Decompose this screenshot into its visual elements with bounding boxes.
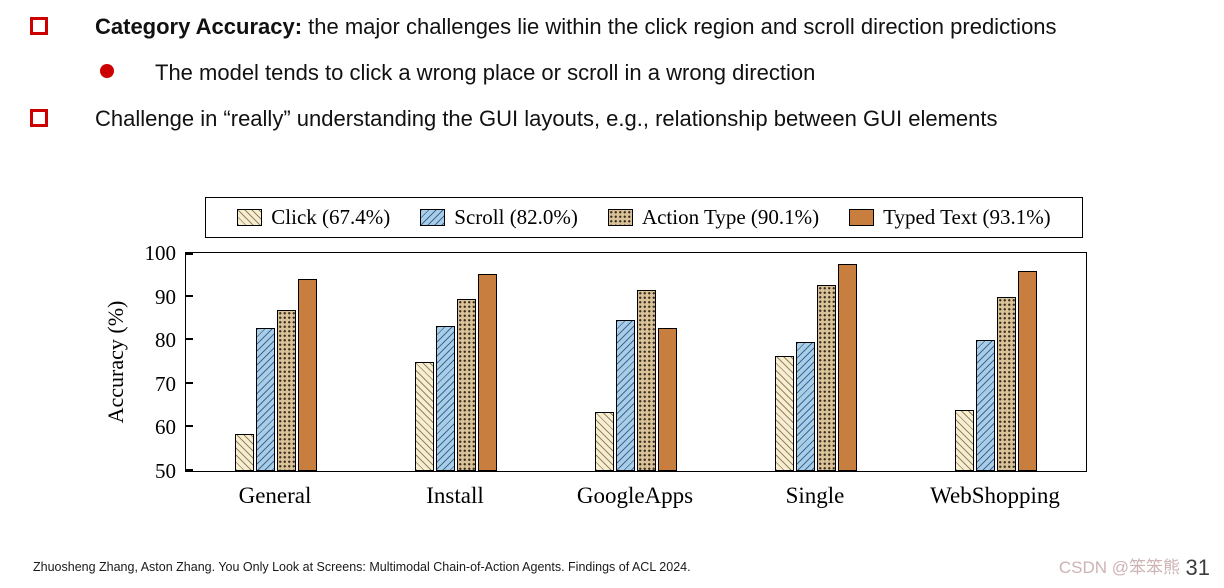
bar-Single-series-1 bbox=[796, 341, 815, 471]
y-tick-label: 70 bbox=[155, 371, 176, 396]
y-tick-mark bbox=[186, 338, 193, 341]
bar-WebShopping-series-1 bbox=[976, 340, 995, 471]
bar-GoogleApps-series-0 bbox=[595, 412, 614, 471]
bar-Install-series-0 bbox=[415, 362, 434, 471]
chart-plot bbox=[185, 252, 1087, 472]
sub-bullet-text: The model tends to click a wrong place o… bbox=[155, 60, 816, 85]
bar-Single-series-2 bbox=[817, 285, 836, 471]
legend-swatch-icon bbox=[607, 209, 633, 226]
y-tick-label: 100 bbox=[144, 241, 177, 265]
bar-Install-series-2 bbox=[457, 299, 476, 471]
y-tick-mark bbox=[186, 253, 193, 255]
bar-Install-series-3 bbox=[478, 273, 497, 471]
y-tick-label: 80 bbox=[155, 328, 176, 353]
bar-Single-series-0 bbox=[775, 356, 794, 471]
x-axis-categories: General Install GoogleApps Single WebShoppin… bbox=[185, 483, 1085, 517]
page-number: 31 bbox=[1185, 555, 1210, 580]
legend-swatch-icon bbox=[237, 209, 263, 226]
y-tick-label: 90 bbox=[155, 284, 176, 309]
y-tick-mark bbox=[186, 469, 193, 471]
legend-item: Scroll (82.0%) bbox=[420, 205, 578, 230]
legend-label: Scroll (82.0%) bbox=[454, 205, 578, 229]
legend-item: Action Type (90.1%) bbox=[607, 205, 820, 230]
bullet-text: Category Accuracy: the major challenges … bbox=[95, 12, 1057, 42]
y-tick-label: 60 bbox=[155, 415, 176, 440]
y-axis-ticks: 50 60 70 80 90 100 bbox=[118, 241, 177, 483]
x-category-label: Install bbox=[426, 483, 484, 508]
bar-WebShopping-series-3 bbox=[1018, 271, 1037, 471]
legend-swatch-icon bbox=[420, 209, 446, 226]
legend-label: Action Type (90.1%) bbox=[641, 205, 820, 229]
legend-swatch-icon bbox=[849, 209, 875, 226]
legend-label: Typed Text (93.1%) bbox=[883, 205, 1051, 229]
bar-General-series-3 bbox=[298, 279, 317, 471]
bullet-category-accuracy: Category Accuracy: the major challenges … bbox=[30, 12, 1210, 42]
bullet-body: the major challenges lie within the clic… bbox=[302, 14, 1057, 39]
bar-WebShopping-series-2 bbox=[997, 297, 1016, 471]
y-tick-mark bbox=[186, 425, 193, 428]
bullet-gui-layouts: Challenge in “really” understanding the … bbox=[30, 104, 1190, 134]
sub-bullet-wrong-click: The model tends to click a wrong place o… bbox=[100, 58, 1160, 88]
bar-General-series-2 bbox=[277, 309, 296, 471]
x-category-label: Single bbox=[785, 483, 845, 508]
bar-GoogleApps-series-1 bbox=[616, 320, 635, 471]
bullet-text: Challenge in “really” understanding the … bbox=[95, 106, 998, 131]
bar-WebShopping-series-0 bbox=[955, 409, 974, 471]
bar-GoogleApps-series-2 bbox=[637, 290, 656, 471]
chart-legend: Click (67.4%) Scroll (82.0%) Action Type (… bbox=[205, 197, 1083, 238]
circle-bullet-icon bbox=[100, 64, 114, 78]
citation-footer: Zhuosheng Zhang, Aston Zhang. You Only L… bbox=[33, 560, 691, 574]
x-category-label: GoogleApps bbox=[576, 483, 694, 508]
square-bullet-icon bbox=[30, 109, 48, 127]
x-category-label: WebShopping bbox=[930, 483, 1060, 508]
watermark: CSDN @笨笨熊 bbox=[1058, 558, 1180, 577]
bullet-bold-prefix: Category Accuracy: bbox=[95, 14, 303, 39]
y-tick-mark bbox=[186, 381, 193, 384]
x-category-label: General bbox=[238, 483, 312, 508]
bar-General-series-1 bbox=[256, 328, 275, 471]
legend-label: Click (67.4%) bbox=[271, 205, 391, 229]
y-tick-mark bbox=[186, 294, 193, 297]
bar-Install-series-1 bbox=[436, 326, 455, 471]
square-bullet-icon bbox=[30, 17, 48, 35]
bar-General-series-0 bbox=[235, 434, 254, 471]
legend-item: Typed Text (93.1%) bbox=[849, 205, 1051, 230]
y-tick-label: 50 bbox=[155, 459, 176, 483]
bar-Single-series-3 bbox=[838, 263, 857, 471]
bar-GoogleApps-series-3 bbox=[658, 328, 677, 471]
legend-item: Click (67.4%) bbox=[237, 205, 390, 230]
